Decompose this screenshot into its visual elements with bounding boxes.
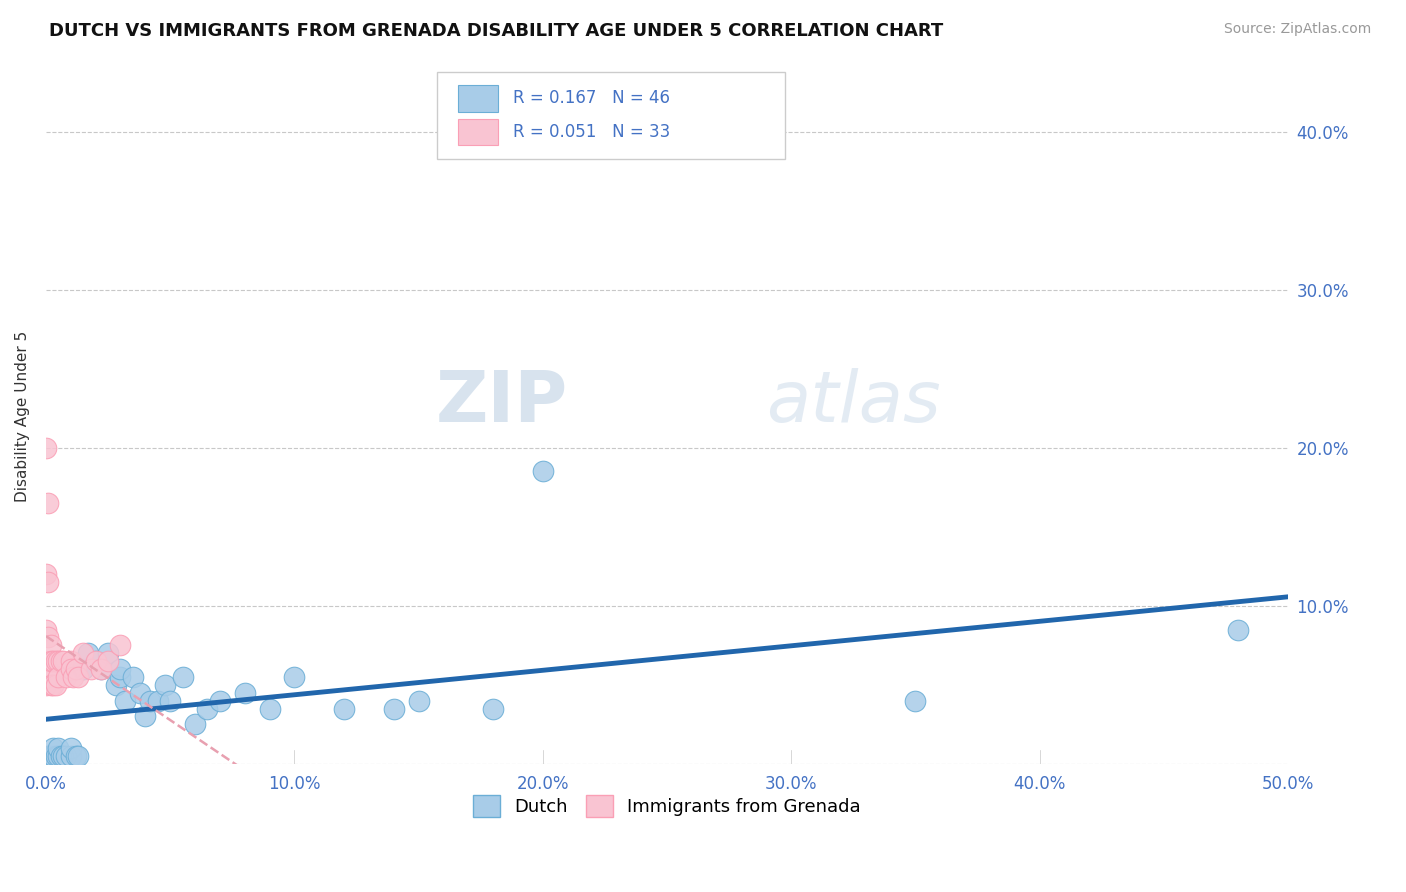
Point <box>1227 623 1250 637</box>
Point <box>97 654 120 668</box>
Point <box>39 748 62 763</box>
Point <box>90 662 112 676</box>
Text: ZIP: ZIP <box>436 368 568 437</box>
Point <box>42 748 65 763</box>
Point <box>52 748 75 763</box>
Point <box>45 678 67 692</box>
Point <box>482 701 505 715</box>
Point <box>382 701 405 715</box>
Point <box>49 748 72 763</box>
Point <box>146 693 169 707</box>
Point <box>37 631 59 645</box>
Text: Source: ZipAtlas.com: Source: ZipAtlas.com <box>1223 22 1371 37</box>
Point <box>39 638 62 652</box>
Point <box>65 662 87 676</box>
Point <box>35 567 58 582</box>
Point <box>59 654 82 668</box>
Point <box>39 654 62 668</box>
Point <box>159 693 181 707</box>
Point <box>37 748 59 763</box>
Point <box>110 670 132 684</box>
Point <box>72 662 94 676</box>
Point <box>45 654 67 668</box>
Point <box>59 741 82 756</box>
Point <box>90 662 112 676</box>
Point <box>42 741 65 756</box>
Point <box>233 686 256 700</box>
Point <box>67 670 90 684</box>
Bar <box>458 86 498 112</box>
Point <box>35 654 58 668</box>
Point <box>172 670 194 684</box>
Point <box>48 748 70 763</box>
Point <box>84 654 107 668</box>
Point <box>283 670 305 684</box>
Point <box>65 748 87 763</box>
Point <box>35 678 58 692</box>
Point <box>129 686 152 700</box>
Point <box>35 623 58 637</box>
Point <box>48 670 70 684</box>
Point <box>72 646 94 660</box>
Point <box>37 496 59 510</box>
Point <box>37 748 59 763</box>
Point <box>67 748 90 763</box>
Point <box>97 646 120 660</box>
Point <box>208 693 231 707</box>
Point <box>904 693 927 707</box>
Point <box>49 654 72 668</box>
Y-axis label: Disability Age Under 5: Disability Age Under 5 <box>15 331 30 502</box>
Point <box>134 709 156 723</box>
Point <box>197 701 219 715</box>
Point <box>52 654 75 668</box>
Point <box>259 701 281 715</box>
Point <box>37 662 59 676</box>
Point <box>531 465 554 479</box>
Point <box>39 678 62 692</box>
Point <box>184 717 207 731</box>
Point <box>114 693 136 707</box>
Point <box>110 638 132 652</box>
Point <box>42 654 65 668</box>
Point <box>37 575 59 590</box>
Point <box>77 646 100 660</box>
Point <box>104 678 127 692</box>
Point <box>35 441 58 455</box>
Point <box>79 662 101 676</box>
Point <box>59 748 82 763</box>
Point <box>55 748 77 763</box>
Text: R = 0.051   N = 33: R = 0.051 N = 33 <box>513 123 671 141</box>
Point <box>84 654 107 668</box>
Point <box>48 654 70 668</box>
Legend: Dutch, Immigrants from Grenada: Dutch, Immigrants from Grenada <box>465 788 869 824</box>
Text: R = 0.167   N = 46: R = 0.167 N = 46 <box>513 89 671 107</box>
Point <box>122 670 145 684</box>
Text: atlas: atlas <box>766 368 941 437</box>
Point <box>45 748 67 763</box>
Point <box>72 662 94 676</box>
Point <box>139 693 162 707</box>
Point <box>62 670 84 684</box>
Point <box>110 662 132 676</box>
Point <box>55 670 77 684</box>
Point <box>155 678 177 692</box>
Point <box>59 662 82 676</box>
Point <box>408 693 430 707</box>
Point <box>48 741 70 756</box>
Bar <box>458 119 498 145</box>
Point <box>42 678 65 692</box>
Point <box>333 701 356 715</box>
Point <box>37 670 59 684</box>
FancyBboxPatch shape <box>437 72 785 159</box>
Text: DUTCH VS IMMIGRANTS FROM GRENADA DISABILITY AGE UNDER 5 CORRELATION CHART: DUTCH VS IMMIGRANTS FROM GRENADA DISABIL… <box>49 22 943 40</box>
